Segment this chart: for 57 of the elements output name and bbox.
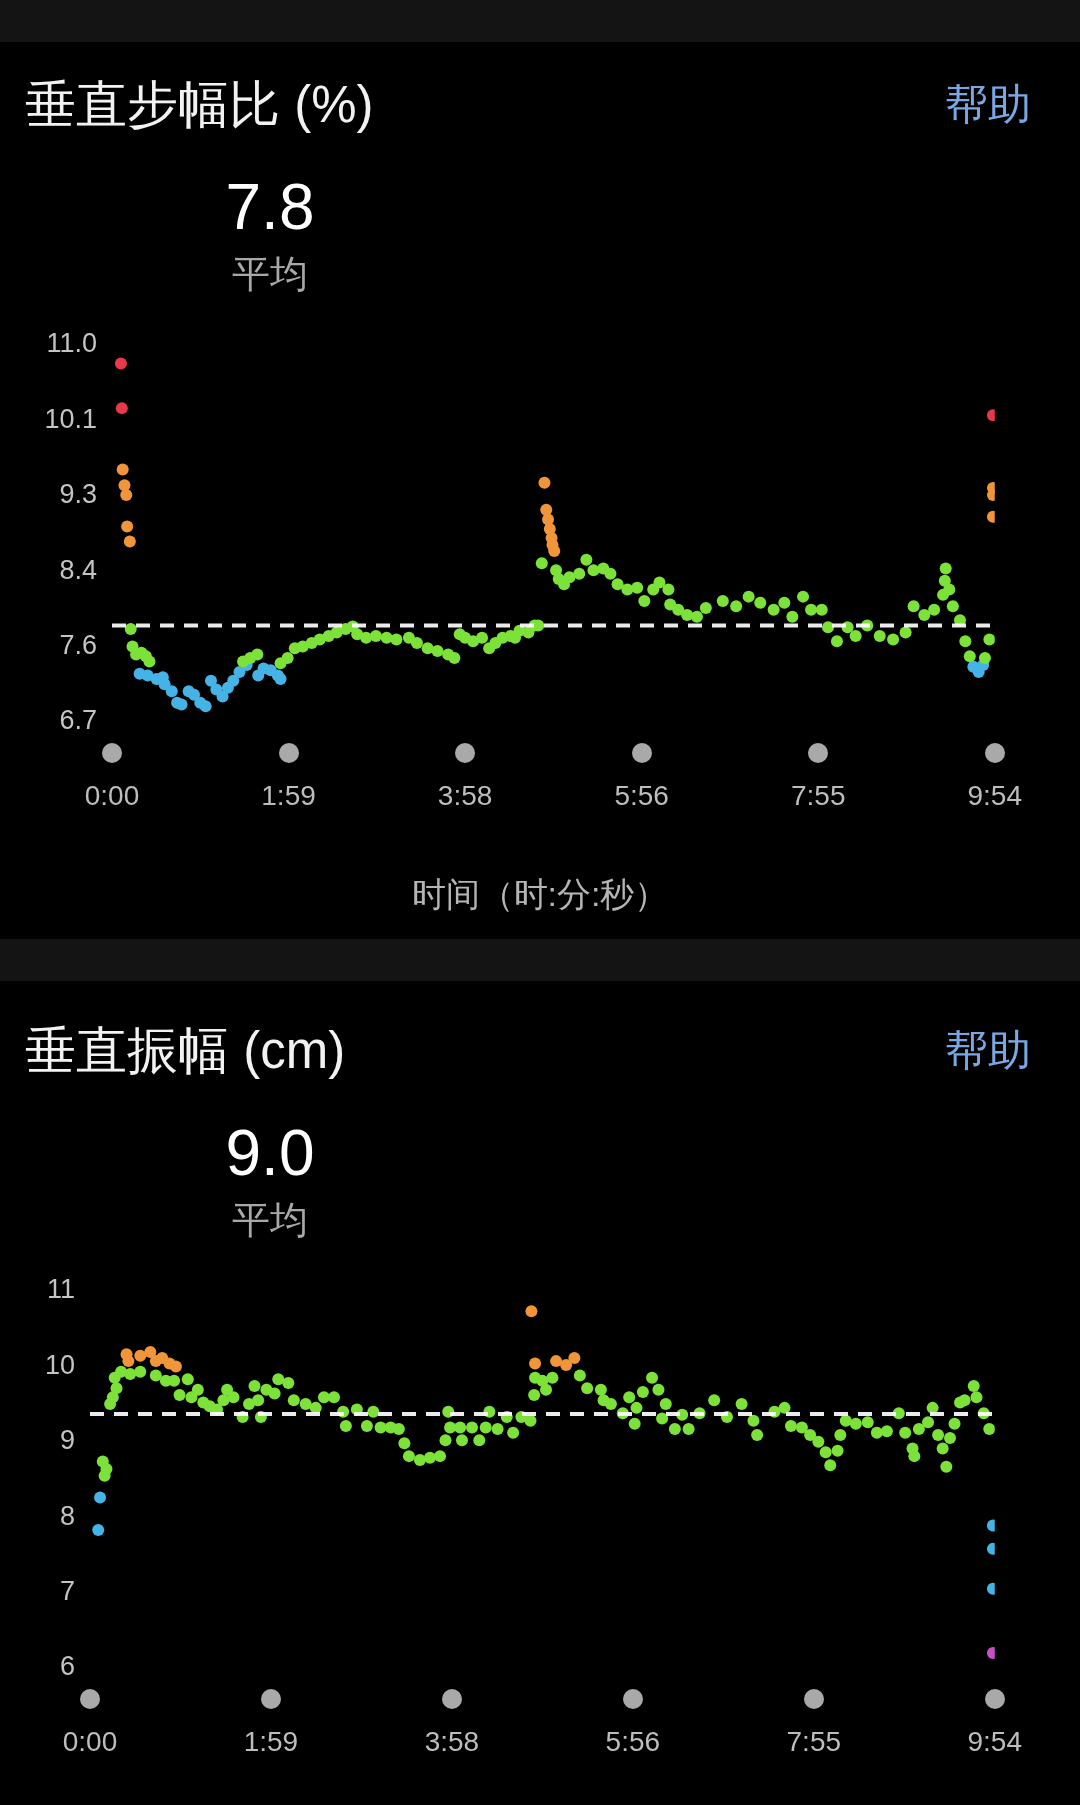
y-tick-label: 9.3 bbox=[59, 479, 97, 510]
y-tick-label: 6.7 bbox=[59, 705, 97, 736]
text: 平均 bbox=[231, 252, 309, 297]
x-tick-label: 0:00 bbox=[84, 779, 140, 811]
x-axis-title: 时间（时:分:秒） bbox=[410, 874, 670, 915]
y-tick-label: 9 bbox=[59, 1425, 75, 1456]
y-tick-label: 10.1 bbox=[44, 403, 97, 434]
x-tick-label: 9:54 bbox=[967, 1725, 1022, 1757]
y-tick-label: 7 bbox=[59, 1576, 75, 1607]
y-tick-label: 8.4 bbox=[59, 554, 97, 585]
text: 平均 bbox=[231, 1198, 309, 1243]
point bbox=[123, 535, 136, 548]
y-tick-label: 11 bbox=[46, 1274, 75, 1305]
point bbox=[165, 685, 178, 698]
point bbox=[199, 700, 212, 713]
x-tick-label: 9:54 bbox=[967, 779, 1022, 811]
chart-title: 垂直振幅 (cm) bbox=[25, 1021, 346, 1081]
point bbox=[227, 674, 240, 687]
x-tick-label: 5:56 bbox=[614, 779, 669, 811]
point bbox=[548, 545, 561, 558]
point bbox=[134, 1349, 147, 1362]
point bbox=[120, 488, 133, 501]
y-tick-label: 7.6 bbox=[59, 630, 97, 661]
point bbox=[115, 402, 128, 415]
x-tick-label: 3:58 bbox=[437, 779, 493, 811]
chart-title: 垂直步幅比 (%) bbox=[25, 75, 374, 135]
text: 帮助 bbox=[945, 1025, 1031, 1076]
point bbox=[121, 520, 134, 533]
chart-subtitle: 7.8 bbox=[224, 170, 316, 244]
x-tick-label: 7:55 bbox=[790, 779, 846, 811]
point bbox=[114, 357, 127, 370]
point bbox=[525, 1305, 538, 1318]
point bbox=[274, 673, 287, 686]
point bbox=[550, 1355, 563, 1368]
y-tick-label: 11.0 bbox=[46, 328, 97, 359]
y-tick-label: 10 bbox=[44, 1349, 75, 1380]
x-tick-label: 1:59 bbox=[261, 779, 316, 811]
x-tick-label: 1:59 bbox=[243, 1725, 299, 1757]
point bbox=[540, 503, 553, 516]
point bbox=[560, 1358, 573, 1371]
point bbox=[122, 1355, 135, 1368]
x-tick-label: 3:58 bbox=[424, 1725, 480, 1757]
text: 帮助 bbox=[945, 79, 1031, 130]
point bbox=[538, 476, 551, 489]
point bbox=[116, 463, 129, 476]
chart-subtitle: 9.0 bbox=[224, 1116, 316, 1190]
point bbox=[529, 1357, 542, 1370]
point bbox=[188, 688, 201, 701]
x-tick-label: 7:55 bbox=[786, 1725, 842, 1757]
point bbox=[568, 1352, 581, 1365]
point bbox=[204, 674, 217, 687]
x-tick-label: 5:56 bbox=[605, 1725, 661, 1757]
y-tick-label: 8 bbox=[59, 1500, 75, 1531]
y-tick-label: 6 bbox=[59, 1651, 75, 1682]
point bbox=[144, 1346, 157, 1359]
x-tick-label: 0:00 bbox=[62, 1725, 118, 1757]
point bbox=[169, 1360, 182, 1373]
